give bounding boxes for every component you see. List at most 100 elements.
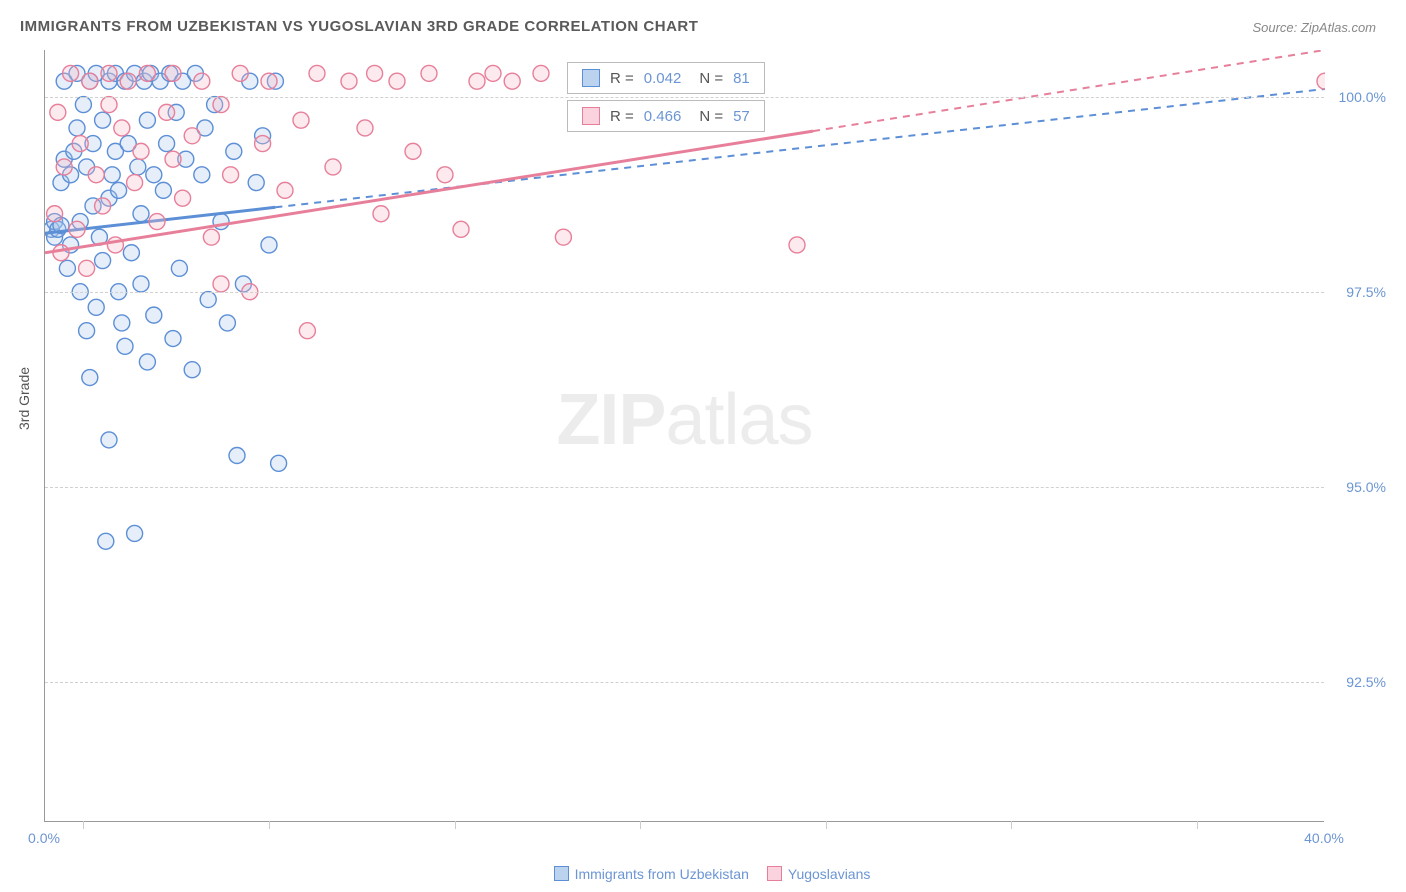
x-minor-tick [83, 821, 84, 829]
chart-title: IMMIGRANTS FROM UZBEKISTAN VS YUGOSLAVIA… [20, 18, 698, 35]
data-point [114, 315, 130, 331]
data-point [405, 143, 421, 159]
data-point [79, 260, 95, 276]
gridline [45, 487, 1324, 488]
x-minor-tick [1197, 821, 1198, 829]
gridline [45, 682, 1324, 683]
data-point [130, 159, 146, 175]
y-tick-label: 92.5% [1346, 674, 1386, 690]
data-point [139, 112, 155, 128]
data-point [373, 206, 389, 222]
data-point [111, 182, 127, 198]
data-point [789, 237, 805, 253]
x-minor-tick [269, 821, 270, 829]
data-point [114, 120, 130, 136]
data-point [165, 151, 181, 167]
legend-swatch [582, 69, 600, 87]
stat-n-value: 57 [733, 108, 750, 125]
data-point [88, 299, 104, 315]
data-point [229, 447, 245, 463]
data-point [117, 338, 133, 354]
data-point [277, 182, 293, 198]
stat-r-value: 0.042 [644, 70, 682, 87]
data-point [95, 198, 111, 214]
y-tick-label: 97.5% [1346, 284, 1386, 300]
correlation-stat-box: R = 0.042 N = 81 [567, 62, 765, 94]
data-point [149, 214, 165, 230]
data-point [485, 65, 501, 81]
data-point [367, 65, 383, 81]
data-point [95, 112, 111, 128]
data-point [389, 73, 405, 89]
data-point [139, 65, 155, 81]
data-point [226, 143, 242, 159]
data-point [146, 167, 162, 183]
data-point [133, 206, 149, 222]
stat-n-label: N = [699, 70, 723, 87]
data-point [261, 237, 277, 253]
data-point [98, 533, 114, 549]
data-point [69, 221, 85, 237]
data-point [155, 182, 171, 198]
x-tick-label: 0.0% [28, 830, 60, 846]
data-point [104, 167, 120, 183]
data-point [59, 260, 75, 276]
data-point [341, 73, 357, 89]
data-point [127, 175, 143, 191]
data-point [120, 73, 136, 89]
data-point [88, 167, 104, 183]
plot-area: ZIPatlas [44, 50, 1324, 822]
y-axis-label: 3rd Grade [16, 367, 32, 430]
stat-n-value: 81 [733, 70, 750, 87]
data-point [146, 307, 162, 323]
trend-line-dashed [813, 50, 1325, 131]
data-point [213, 276, 229, 292]
data-point [165, 331, 181, 347]
data-point [139, 354, 155, 370]
data-point [159, 104, 175, 120]
data-point [101, 432, 117, 448]
data-point [133, 276, 149, 292]
data-point [437, 167, 453, 183]
data-point [165, 65, 181, 81]
data-point [469, 73, 485, 89]
data-point [261, 73, 277, 89]
data-point [63, 65, 79, 81]
data-point [101, 97, 117, 113]
data-point [293, 112, 309, 128]
data-point [299, 323, 315, 339]
gridline [45, 97, 1324, 98]
x-minor-tick [1011, 821, 1012, 829]
data-point [213, 97, 229, 113]
data-point [82, 73, 98, 89]
data-point [232, 65, 248, 81]
legend-swatch [582, 107, 600, 125]
data-point [69, 120, 85, 136]
data-point [194, 73, 210, 89]
data-point [171, 260, 187, 276]
stat-r-label: R = [610, 70, 634, 87]
data-point [203, 229, 219, 245]
scatter-svg [45, 50, 1325, 822]
data-point [555, 229, 571, 245]
x-tick-label: 40.0% [1304, 830, 1344, 846]
stat-r-value: 0.466 [644, 108, 682, 125]
data-point [248, 175, 264, 191]
data-point [1317, 73, 1325, 89]
legend-label: Yugoslavians [788, 866, 871, 882]
data-point [56, 159, 72, 175]
correlation-stat-box: R =0.466N =57 [567, 100, 765, 132]
data-point [255, 136, 271, 152]
data-point [184, 362, 200, 378]
data-point [79, 323, 95, 339]
data-point [47, 206, 63, 222]
data-point [200, 292, 216, 308]
x-minor-tick [455, 821, 456, 829]
data-point [123, 245, 139, 261]
legend-label: Immigrants from Uzbekistan [575, 866, 749, 882]
legend-swatch [554, 866, 569, 881]
data-point [82, 370, 98, 386]
data-point [194, 167, 210, 183]
data-point [533, 65, 549, 81]
trend-line-dashed [275, 89, 1325, 207]
